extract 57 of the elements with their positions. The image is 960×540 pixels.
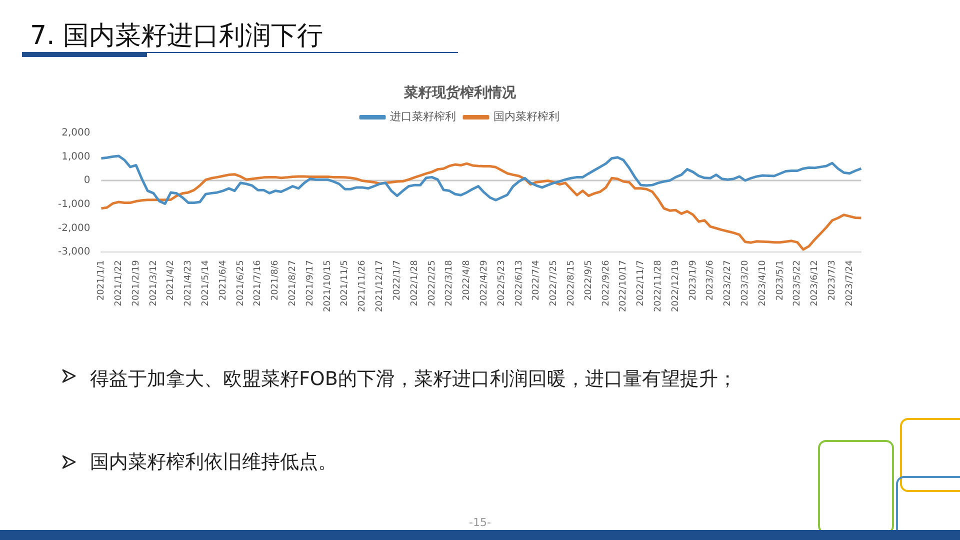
x-tick-label: 2023/4/10 — [758, 260, 768, 306]
x-tick-label: 2021/2/19 — [131, 260, 142, 306]
x-tick-label: 2023/7/24 — [844, 260, 855, 306]
x-tick-label: 2021/11/5 — [340, 260, 350, 306]
x-tick-label: 2022/9/26 — [601, 260, 612, 306]
y-tick-label: -3,000 — [58, 246, 90, 258]
legend-label: 国内菜籽榨利 — [494, 110, 560, 124]
text: 得益于加拿大、欧盟菜籽FOB的下滑，菜籽进口利润回暖，进口量有望提升； — [90, 367, 738, 392]
text: 国内菜籽榨利依旧维持低点。 — [90, 450, 338, 475]
x-tick-label: 2021/4/2 — [166, 260, 176, 301]
x-tick-label: 2021/4/23 — [184, 260, 194, 306]
x-tick-label: 2021/5/14 — [201, 260, 212, 306]
x-tick-label: 2023/2/27 — [723, 260, 734, 306]
x-tick-label: 2022/4/8 — [462, 260, 472, 301]
x-tick-label: 2022/4/29 — [479, 260, 490, 306]
x-tick-label: 2021/10/15 — [322, 260, 333, 312]
x-tick-label: 2022/12/19 — [670, 260, 681, 312]
x-tick-label: 2023/3/20 — [740, 260, 751, 306]
text: -15- — [468, 516, 492, 529]
y-tick-label: 1,000 — [62, 151, 90, 162]
x-tick-label: 2021/8/6 — [270, 260, 281, 301]
x-tick-label: 2022/11/28 — [654, 260, 664, 312]
x-tick-label: 2021/11/26 — [358, 260, 368, 312]
x-tick-label: 2022/9/5 — [584, 260, 594, 301]
x-tick-label: 2022/1/28 — [410, 260, 420, 306]
y-tick-label: -2,000 — [58, 222, 90, 234]
y-tick-label: 0 — [84, 175, 90, 186]
x-tick-label: 2022/10/17 — [618, 260, 629, 312]
chart-subtitle: 菜籽现货榨利情况 — [403, 85, 517, 102]
x-tick-label: 2023/5/1 — [775, 260, 786, 301]
x-tick-label: 2023/6/12 — [810, 260, 820, 306]
x-tick-label: 2021/12/17 — [375, 260, 386, 312]
x-tick-label: 2022/8/15 — [566, 260, 576, 306]
x-tick-label: 2021/8/27 — [288, 260, 298, 306]
x-tick-label: 2022/3/18 — [444, 260, 455, 306]
x-tick-label: 2023/2/6 — [706, 260, 716, 301]
x-tick-label: 2022/5/23 — [496, 260, 507, 306]
x-tick-label: 2022/11/7 — [636, 260, 646, 306]
x-tick-label: 2023/5/22 — [792, 260, 803, 306]
legend-label: 进口菜籽榨利 — [390, 110, 456, 124]
x-tick-label: 2022/2/25 — [427, 260, 438, 306]
y-tick-label: -1,000 — [58, 198, 90, 210]
x-tick-label: 2023/1/9 — [688, 260, 698, 301]
chart-title: 7. 国内菜籽进口利润下行 — [30, 20, 324, 53]
x-tick-label: 2021/1/22 — [114, 260, 124, 306]
x-tick-label: 2021/6/4 — [218, 260, 228, 301]
y-tick-label: 2,000 — [62, 127, 90, 138]
x-tick-label: 2021/6/25 — [236, 260, 246, 306]
x-tick-label: 2022/7/25 — [549, 260, 560, 306]
x-tick-label: 2022/7/4 — [532, 260, 542, 301]
x-tick-label: 2023/7/3 — [828, 260, 838, 301]
x-tick-label: 2021/7/16 — [253, 260, 264, 306]
x-tick-label: 2021/1/1 — [96, 260, 107, 301]
x-tick-label: 2022/1/7 — [392, 260, 402, 301]
x-tick-label: 2022/6/13 — [514, 260, 524, 306]
x-tick-label: 2021/9/17 — [305, 260, 316, 306]
x-tick-label: 2021/3/12 — [148, 260, 159, 306]
